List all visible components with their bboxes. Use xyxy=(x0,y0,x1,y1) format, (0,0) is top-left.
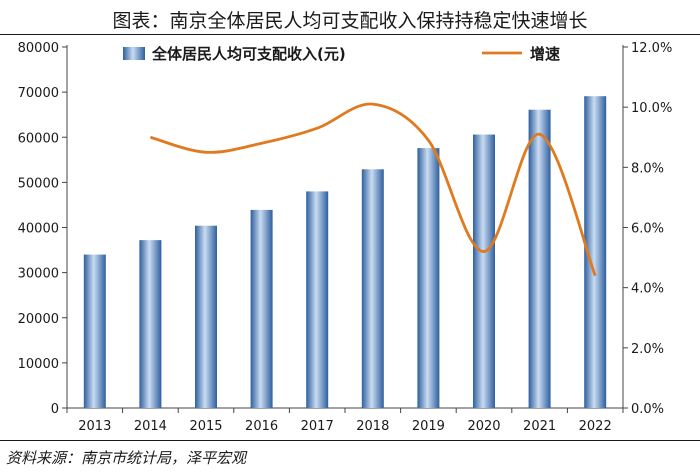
x-tick-label: 2016 xyxy=(245,419,278,434)
y-tick-label-left: 30000 xyxy=(18,267,59,282)
tick-labels: 0 10000 20000 30000 40000 50000 60000 70000 8000… xyxy=(18,41,673,434)
y-tick-label-right: 8.0% xyxy=(631,161,664,176)
y-tick-label-left: 10000 xyxy=(18,357,59,372)
x-tick-label: 2018 xyxy=(356,419,389,434)
y-tick-label-right: 10.0% xyxy=(631,101,672,116)
source-divider xyxy=(0,440,700,441)
chart-legend: 全体居民人均可支配收入(元) 增速 xyxy=(123,45,560,63)
bar xyxy=(417,148,440,408)
x-tick-label: 2014 xyxy=(134,419,167,434)
source-note: 资料来源：南京市统计局，泽平宏观 xyxy=(6,449,247,467)
bar xyxy=(306,191,329,408)
bar xyxy=(83,254,106,408)
x-tick-label: 2021 xyxy=(523,419,556,434)
y-tick-label-left: 60000 xyxy=(18,131,59,146)
y-tick-label-left: 40000 xyxy=(18,222,59,237)
x-tick-label: 2017 xyxy=(301,419,334,434)
x-tick-label: 2013 xyxy=(78,419,111,434)
x-tick-label: 2020 xyxy=(467,419,500,434)
legend-bar-swatch xyxy=(123,47,145,60)
y-tick-label-left: 20000 xyxy=(18,312,59,327)
x-tick-label: 2015 xyxy=(189,419,222,434)
bar xyxy=(195,225,217,408)
y-tick-label-left: 70000 xyxy=(18,86,59,101)
bar xyxy=(584,96,607,408)
y-tick-label-right: 6.0% xyxy=(631,222,664,237)
bar xyxy=(528,109,551,408)
bar xyxy=(361,169,384,408)
line-series xyxy=(150,102,597,277)
x-tick-label: 2022 xyxy=(579,419,612,434)
legend-bar-label: 全体居民人均可支配收入(元) xyxy=(151,45,346,63)
bar xyxy=(139,240,162,408)
y-tick-label-right: 0.0% xyxy=(631,402,664,417)
bar xyxy=(250,209,273,408)
y-tick-label-left: 0 xyxy=(51,402,59,417)
growth-line xyxy=(150,102,597,277)
y-tick-label-right: 4.0% xyxy=(631,282,664,297)
y-tick-label-right: 12.0% xyxy=(631,41,672,56)
legend-line-label: 增速 xyxy=(530,45,560,63)
bar-series xyxy=(83,96,607,409)
y-tick-label-left: 50000 xyxy=(18,176,59,191)
y-tick-label-right: 2.0% xyxy=(631,342,664,357)
chart-title: 图表：南京全体居民人均可支配收入保持持稳定快速增长 xyxy=(112,10,588,32)
bar xyxy=(473,134,495,409)
title-divider xyxy=(0,34,700,35)
x-tick-label: 2019 xyxy=(412,419,445,434)
y-tick-label-left: 80000 xyxy=(18,41,59,56)
